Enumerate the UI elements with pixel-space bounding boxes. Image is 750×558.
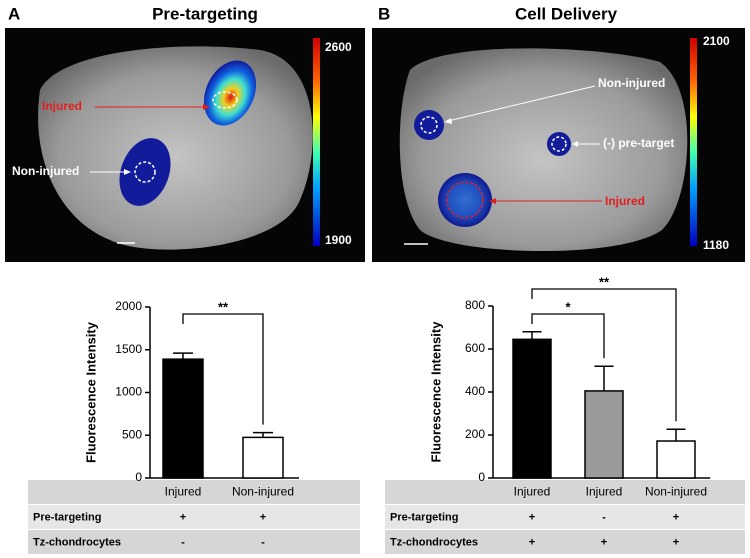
table-cell: + [673,511,679,523]
annotation: (-) pre-target [603,136,674,150]
table-row [385,480,745,504]
table-cell: + [180,511,186,523]
roi [551,136,567,152]
significance-label: ** [599,274,610,289]
annotation: Non-injured [12,164,79,178]
arrow-head [489,198,496,204]
x-tick-label: Non-injured [645,485,707,499]
x-tick-label: Injured [165,485,202,499]
table-row [28,505,360,529]
colorbar-label: 1180 [703,238,729,252]
bar [242,436,284,479]
panel-label: B [378,4,390,23]
y-axis-label: Fluorescence Intensity [83,321,98,463]
annotation: Injured [42,99,82,113]
roi [212,91,238,109]
table-cell: + [673,536,679,548]
significance-bracket [531,288,677,422]
table-row-label: Pre-targeting [390,511,458,523]
x-tick-label: Injured [586,485,623,499]
arrow-head [203,104,210,110]
colorbar [313,38,320,246]
table-row [385,505,745,529]
table-cell: + [601,536,607,548]
table-row-label: Tz-chondrocytes [390,536,478,548]
bar [512,338,552,479]
table-row-label: Pre-targeting [33,511,101,523]
roi [420,116,438,134]
bar [656,440,696,479]
annotation: Injured [605,194,645,208]
panel-title: Cell Delivery [515,4,618,23]
panel-title: Pre-targeting [152,4,258,23]
table-row [385,530,745,554]
table-cell: + [529,511,535,523]
arrow-head [124,169,131,175]
significance-bracket [182,313,264,425]
y-tick-label: 500 [122,427,142,441]
y-tick-label: 0 [135,470,142,484]
table-cell: - [602,511,606,523]
colorbar-label: 1900 [325,233,352,247]
signal-region [414,110,444,140]
x-tick-label: Non-injured [232,485,294,499]
y-tick-label: 400 [465,384,485,398]
signal-region [438,173,492,227]
panel-label: A [8,4,20,23]
roi [134,161,156,183]
x-tick-label: Injured [514,485,551,499]
significance-bracket [531,313,605,359]
significance-label: * [565,299,571,314]
arrow [447,85,596,122]
colorbar-label: 2100 [703,34,730,48]
signal-region [119,138,171,206]
table-cell: + [260,511,266,523]
y-tick-label: 600 [465,341,485,355]
colorbar-label: 2600 [325,40,352,54]
y-tick-label: 1500 [115,342,142,356]
table-cell: - [261,536,265,548]
table-row [28,530,360,554]
arrow-head [572,141,578,147]
table-row [28,480,360,504]
table-cell: - [181,536,185,548]
significance-label: ** [218,299,229,314]
y-tick-label: 200 [465,427,485,441]
y-tick-label: 800 [465,298,485,312]
arrow-head [444,118,452,124]
table-row-label: Tz-chondrocytes [33,536,121,548]
signal-region [547,132,571,156]
bar [162,358,204,479]
y-axis-label: Fluorescence Intensity [428,321,443,463]
colorbar [690,38,697,246]
annotation: Non-injured [598,76,665,90]
y-tick-label: 1000 [115,385,142,399]
y-tick-label: 0 [478,470,485,484]
table-cell: + [529,536,535,548]
y-tick-label: 2000 [115,299,142,313]
tissue [38,46,313,250]
roi [446,181,484,219]
bar [584,390,624,479]
